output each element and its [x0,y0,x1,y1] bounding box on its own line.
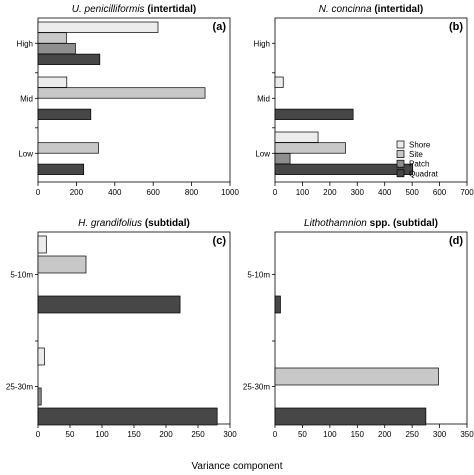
bar-quadrat-2530m [274,407,427,426]
panel-title-species: U. penicilliformis [72,4,145,15]
panel-d: Lithothamnion spp. (subtidal) (d) 0 50 100 15… [243,218,474,439]
x-tick-label: 150 [127,430,141,439]
x-tick-label: 250 [405,430,419,439]
panel-title: U. penicilliformis (intertidal) [72,4,196,15]
x-tick-label: 200 [378,430,392,439]
x-tick-label: 800 [185,188,199,197]
panel-title: N. concinna (intertidal) [319,4,423,15]
bar-quadrat-mid [37,108,92,120]
x-tick-label: 500 [405,188,419,197]
panel-title-species: N. concinna [319,4,372,15]
panel-c: H. grandifolius (subtidal) (c) 0 50 100 150 20… [6,218,237,439]
y-tick-label: Low [255,149,270,158]
x-tick-label: 200 [323,188,337,197]
panel-title-species: Lithothamnion [304,218,367,229]
x-tick-label: 100 [95,430,109,439]
y-tick-label: High [17,39,33,48]
x-tick-label: 600 [433,188,447,197]
x-tick-label: 300 [223,430,237,439]
panel-title: H. grandifolius (subtidal) [78,218,190,229]
y-tick-label: 25-30m [243,383,270,392]
panel-title-suffix: (subtidal) [142,218,190,229]
bar-patch-2530m [37,387,42,406]
bar-site-510m [37,255,87,274]
x-tick-label: 0 [36,188,41,197]
bar-shore-low [274,131,319,143]
x-tick-label: 100 [323,430,337,439]
bar-site-high [37,32,67,44]
bar-shore-mid [274,76,284,88]
bar-quadrat-low [37,163,85,175]
bar-site-2530m [274,367,439,386]
y-tick-label: Mid [257,94,270,103]
x-tick-label: 0 [36,430,41,439]
y-tick-label: Low [18,149,33,158]
x-tick-label: 0 [273,430,278,439]
x-tick-label: 0 [273,188,278,197]
x-tick-label: 300 [351,188,365,197]
bar-patch-high [37,43,76,55]
bar-quadrat-mid [274,108,354,120]
bar-site-low [37,142,99,154]
x-tick-label: 350 [460,430,474,439]
bar-shore-510m [37,235,47,254]
legend-swatch-shore [396,140,405,149]
x-tick-label: 200 [159,430,173,439]
x-tick-label: 600 [147,188,161,197]
panel-title-suffix: spp. (subtidal) [367,218,438,229]
legend-swatch-patch [396,159,405,168]
panel-label: (a) [213,21,227,33]
x-tick-label: 150 [351,430,365,439]
legend-label-quadrat: Quadrat [409,169,439,178]
panel-title-species: H. grandifolius [78,218,142,229]
x-tick-label: 400 [378,188,392,197]
plot-frame [274,231,468,425]
x-tick-label: 50 [66,430,75,439]
bar-shore-2530m [37,347,45,366]
legend-swatch-quadrat [396,169,405,178]
bar-quadrat-510m [274,295,281,314]
x-tick-label: 700 [460,188,474,197]
bar-quadrat-510m [37,295,181,314]
panel-b: N. concinna (intertidal) (b) 0 100 200 300 400… [254,4,474,197]
bar-quadrat-high [37,53,101,65]
legend-swatch-site [396,150,405,158]
bar-patch-low [274,153,291,165]
x-axis-label: Variance component [192,461,283,472]
x-tick-label: 100 [296,188,310,197]
panel-label: (b) [449,21,463,33]
panel-label: (c) [213,235,227,247]
plot-frame [274,17,468,183]
panel-title-suffix: (intertidal) [372,4,424,15]
y-tick-label: Mid [20,94,33,103]
bar-site-low [274,142,346,154]
y-tick-label: 5-10m [10,271,33,280]
legend-label-site: Site [409,150,423,159]
x-tick-label: 200 [70,188,84,197]
panel-a: U. penicilliformis (intertidal) (a) 0 200 40… [17,4,240,197]
panel-label: (d) [449,235,463,247]
bar-quadrat-low [274,163,414,175]
x-tick-label: 300 [433,430,447,439]
bar-quadrat-2530m [37,407,218,426]
panel-title-suffix: (intertidal) [145,4,197,15]
x-tick-label: 1000 [221,188,239,197]
y-tick-label: 5-10m [247,271,270,280]
x-tick-label: 50 [298,430,307,439]
x-tick-label: 400 [108,188,122,197]
bar-site-mid [37,87,206,99]
plot-frame [37,17,231,183]
y-tick-label: 25-30m [6,383,33,392]
panel-title: Lithothamnion spp. (subtidal) [304,218,438,229]
bar-shore-high [37,21,159,33]
y-tick-label: High [254,39,270,48]
bar-shore-mid [37,76,68,88]
legend-label-patch: Patch [409,160,429,169]
legend-label-shore: Shore [409,141,431,150]
x-tick-label: 250 [191,430,205,439]
